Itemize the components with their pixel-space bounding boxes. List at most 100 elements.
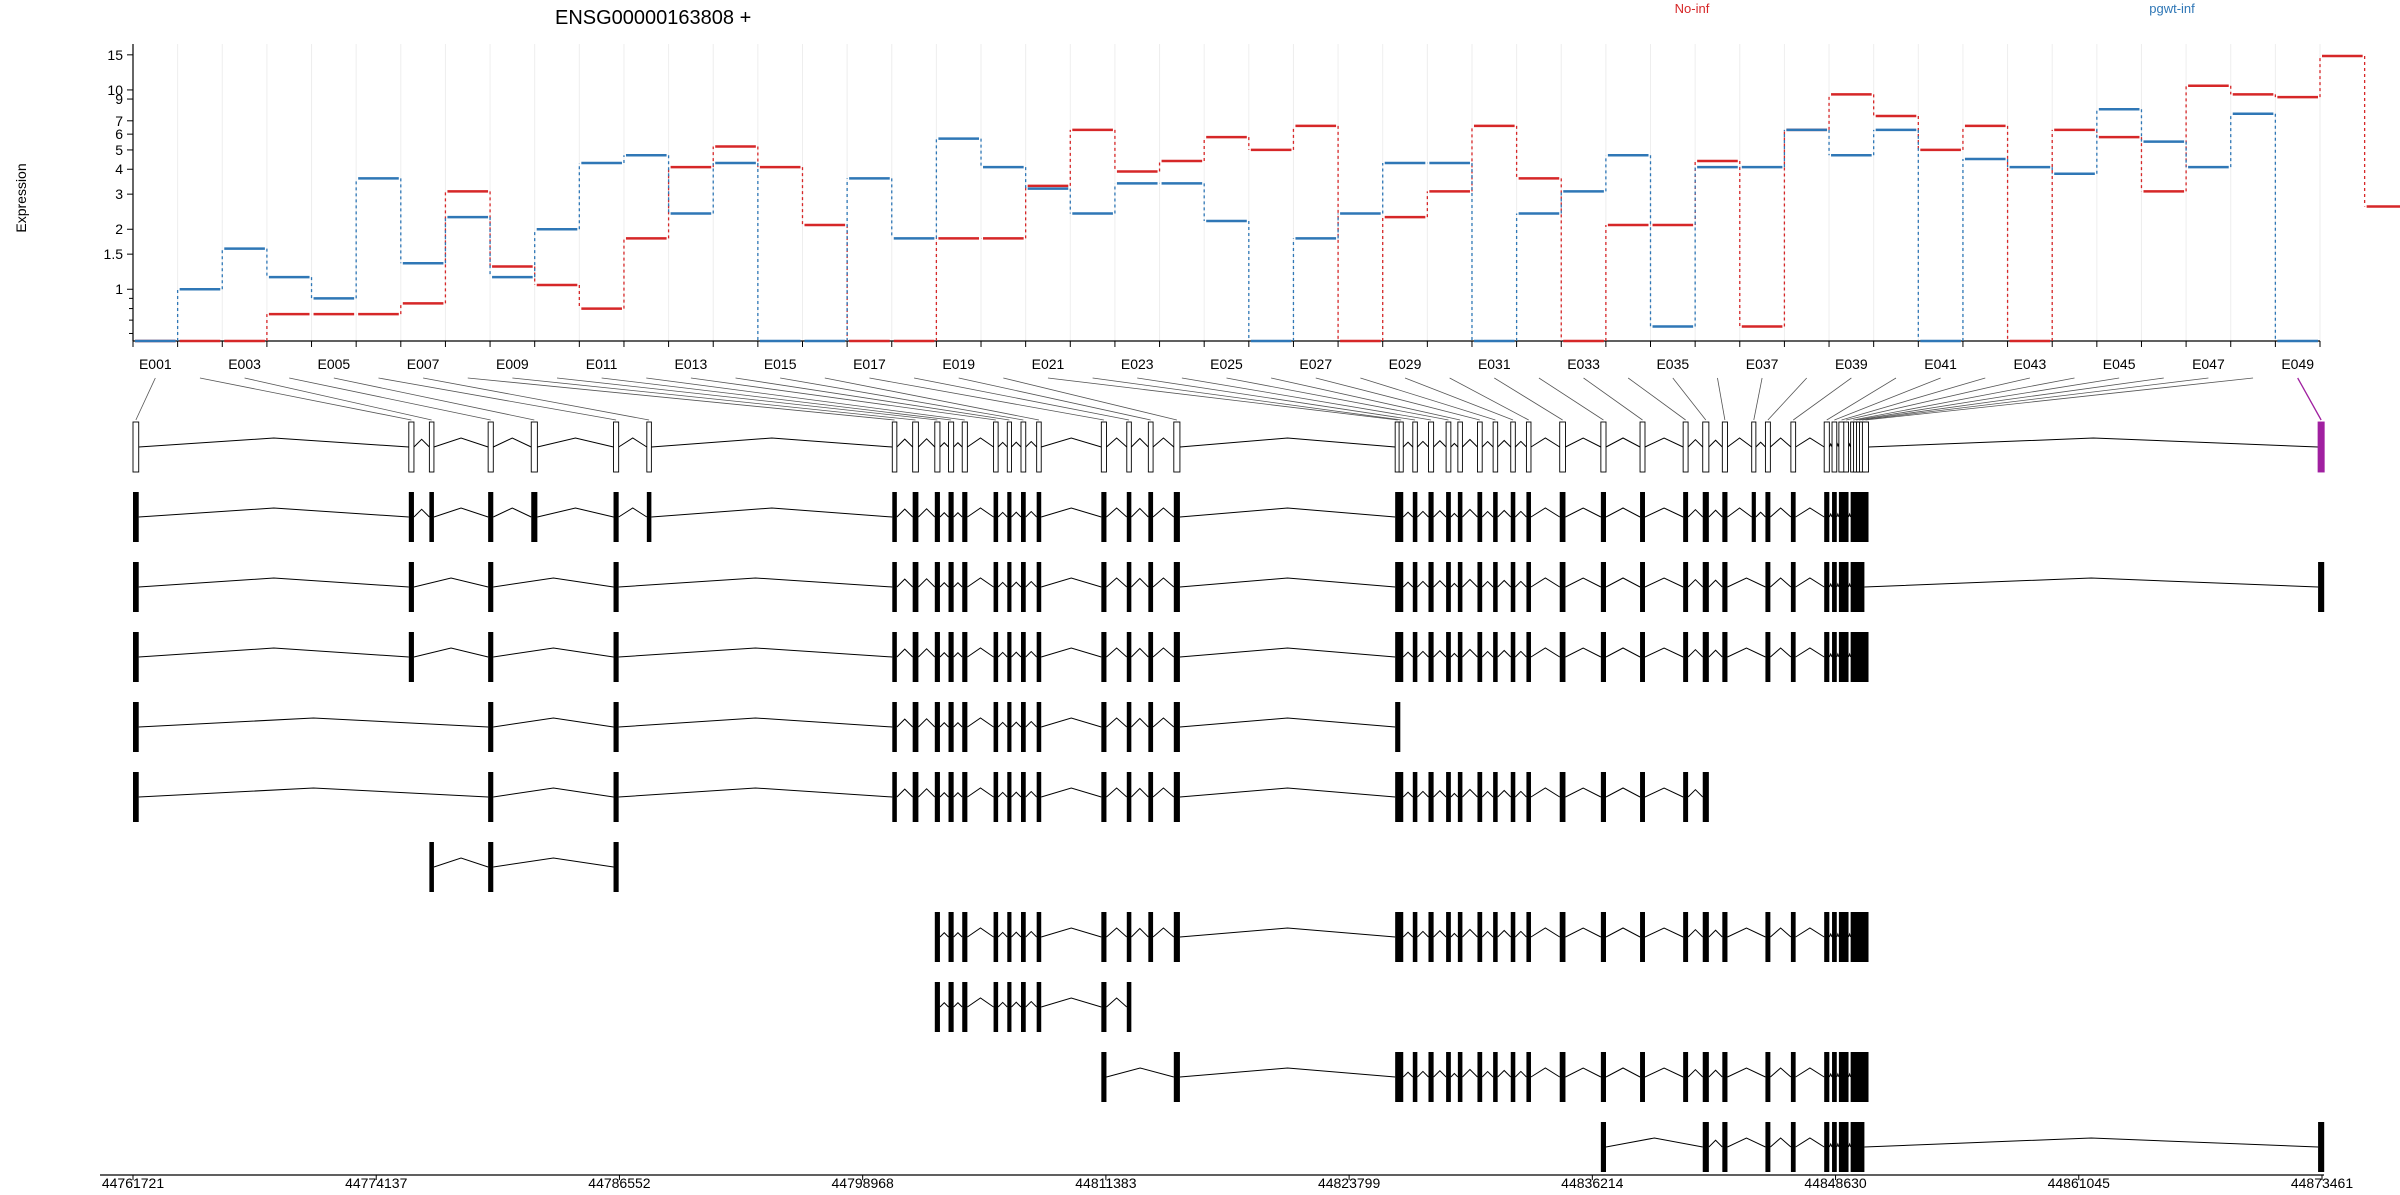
intron	[1565, 787, 1602, 798]
intron	[939, 512, 949, 518]
intron	[896, 788, 914, 798]
exon-block	[613, 562, 619, 612]
genome-axis: 44761721 44774137 44786552 44798968 44811383…	[100, 1174, 2353, 1191]
intron	[1417, 440, 1429, 448]
exon-block	[1021, 492, 1026, 542]
exon-block	[1790, 1122, 1796, 1172]
intron	[1605, 437, 1641, 448]
exon-block	[1173, 562, 1180, 612]
intron	[953, 792, 963, 798]
exon-block	[1838, 632, 1845, 682]
exon-block	[1765, 562, 1771, 612]
intron	[1687, 788, 1704, 798]
exon-block	[1510, 562, 1516, 612]
intron	[1402, 441, 1414, 448]
intron	[1433, 1070, 1447, 1078]
exon-block	[948, 562, 954, 612]
intron	[1417, 650, 1429, 658]
intron	[1417, 790, 1429, 798]
exon-connector	[135, 377, 156, 421]
intron	[1152, 927, 1175, 938]
intron	[1106, 647, 1128, 658]
intron	[1130, 577, 1149, 588]
exon-connector	[824, 377, 1040, 421]
intron	[1530, 927, 1560, 938]
exon-block	[1021, 982, 1026, 1032]
exon-box	[1100, 421, 1107, 473]
intron	[1106, 437, 1128, 448]
exon-box	[1861, 421, 1869, 473]
intron	[1848, 512, 1852, 518]
intron	[1433, 790, 1447, 798]
exon-block	[1428, 912, 1434, 962]
x-tick-label: E043	[2014, 356, 2047, 372]
intron	[1644, 787, 1684, 798]
intron	[1106, 717, 1128, 728]
intron	[896, 648, 914, 658]
intron	[493, 717, 614, 728]
exon-block	[429, 492, 434, 542]
exon-block	[1173, 772, 1180, 822]
intron	[1011, 791, 1022, 798]
genome-tick-label: 44823799	[1318, 1175, 1381, 1190]
exon-connector	[913, 377, 1130, 421]
exon-block	[1856, 492, 1862, 542]
x-tick-label: E005	[317, 356, 350, 372]
exon-block	[531, 492, 538, 542]
intron	[1770, 927, 1792, 938]
intron	[1770, 1067, 1792, 1078]
exon-block	[1173, 492, 1180, 542]
exon-block	[1477, 562, 1483, 612]
exon-block	[1399, 492, 1404, 542]
intron	[1433, 440, 1447, 448]
intron	[1025, 930, 1038, 938]
x-tick-label: E011	[586, 356, 618, 372]
exon-block	[1843, 1052, 1849, 1102]
exon-connector	[958, 377, 1151, 421]
x-tick-label: E039	[1835, 356, 1868, 372]
exon-block	[1843, 562, 1849, 612]
intron	[997, 651, 1008, 658]
exon-block	[1007, 912, 1012, 962]
exon-block	[1493, 562, 1498, 612]
intron	[1025, 440, 1038, 448]
exon-block	[993, 702, 999, 752]
exon-block	[1526, 492, 1531, 542]
intron	[997, 721, 1008, 728]
x-tick-label: E001	[139, 356, 172, 372]
intron	[1450, 792, 1459, 798]
intron	[493, 437, 532, 448]
exon-block	[1856, 632, 1862, 682]
exon-block	[1101, 1052, 1107, 1102]
exon-block	[1412, 1052, 1418, 1102]
intron	[1481, 1070, 1494, 1078]
intron	[1864, 1137, 2319, 1148]
x-tick-label: E029	[1389, 356, 1422, 372]
exon-block	[1412, 562, 1418, 612]
intron	[1462, 788, 1478, 798]
exon-block	[1428, 492, 1434, 542]
intron	[1481, 440, 1494, 448]
exon-block	[1859, 1052, 1865, 1102]
intron	[1687, 648, 1704, 658]
intron	[1795, 927, 1825, 938]
y-tick-label: 7	[115, 113, 123, 129]
intron	[1462, 648, 1478, 658]
intron	[1402, 581, 1414, 588]
x-tick-label: E007	[407, 356, 440, 372]
intron	[953, 512, 963, 518]
exon-connector	[690, 377, 996, 421]
exon-block	[1853, 1122, 1859, 1172]
exon-block	[1832, 1052, 1837, 1102]
intron	[1687, 1068, 1704, 1078]
intron	[1433, 580, 1447, 588]
exon-block	[1493, 772, 1498, 822]
intron	[1041, 717, 1102, 728]
intron	[138, 787, 489, 798]
intron	[1106, 787, 1128, 798]
intron	[618, 507, 648, 518]
exon-block	[133, 562, 139, 612]
exon-block	[1559, 912, 1566, 962]
exon-block	[1036, 982, 1042, 1032]
exon-block	[408, 492, 414, 542]
